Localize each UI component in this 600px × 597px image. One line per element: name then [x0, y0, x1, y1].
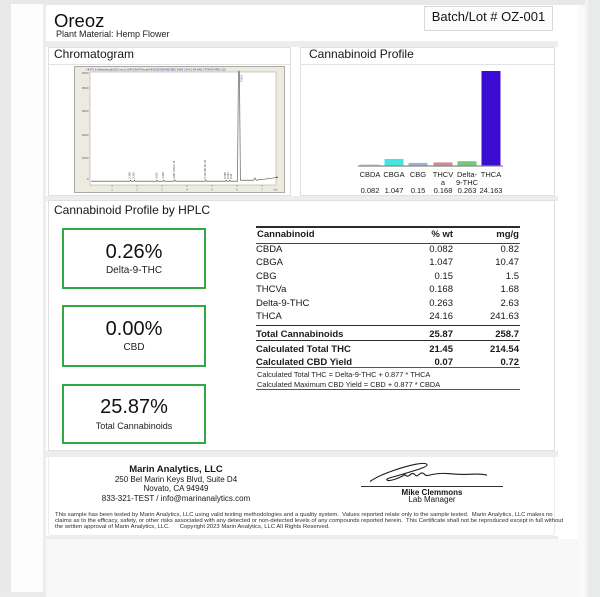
- svg-text:HHT1.b Wavelength220.nm.(c:\H: HHT1.b Wavelength220.nm.(c:\HP1\DATA\mar…: [86, 68, 225, 72]
- svg-text:THCA: THCA: [481, 170, 501, 179]
- svg-text:1000: 1000: [82, 156, 89, 160]
- svg-text:24.163: 24.163: [480, 186, 503, 195]
- svg-text:6.088: 6.088: [223, 172, 227, 179]
- svg-text:0.15: 0.15: [411, 186, 426, 195]
- svg-text:1: 1: [111, 188, 113, 192]
- svg-text:7: 7: [261, 188, 263, 192]
- svg-text:2: 2: [136, 188, 138, 192]
- svg-text:4: 4: [186, 188, 188, 192]
- svg-text:4000: 4000: [82, 71, 89, 75]
- svg-text:3.021: 3.021: [154, 172, 158, 179]
- svg-text:5.119 d9THC 26: 5.119 d9THC 26: [203, 159, 207, 178]
- svg-text:0.263: 0.263: [458, 186, 477, 195]
- svg-text:6: 6: [236, 188, 238, 192]
- svg-text:9-THC: 9-THC: [456, 178, 479, 187]
- svg-text:THCV: THCV: [433, 170, 453, 179]
- svg-text:THCA: THCA: [239, 75, 243, 82]
- svg-text:3: 3: [161, 188, 163, 192]
- svg-text:3000: 3000: [82, 109, 89, 113]
- svg-text:2000: 2000: [82, 133, 89, 137]
- svg-text:6.39: 6.39: [229, 173, 233, 179]
- svg-text:3.887 CBGA 78: 3.887 CBGA 78: [172, 160, 176, 179]
- svg-text:3.348: 3.348: [161, 172, 165, 179]
- svg-text:6.233: 6.233: [226, 172, 230, 179]
- svg-text:min: min: [273, 188, 278, 192]
- svg-text:CBDA: CBDA: [360, 170, 381, 179]
- svg-text:3500: 3500: [82, 86, 89, 90]
- svg-text:0.168: 0.168: [434, 186, 453, 195]
- svg-text:2.333: 2.333: [132, 172, 136, 179]
- svg-text:2.148: 2.148: [128, 172, 132, 179]
- svg-text:1.047: 1.047: [385, 186, 404, 195]
- svg-text:CBG: CBG: [410, 170, 426, 179]
- svg-text:CBGA: CBGA: [383, 170, 404, 179]
- svg-text:0: 0: [87, 177, 89, 181]
- svg-text:5: 5: [211, 188, 213, 192]
- svg-text:a: a: [441, 178, 446, 187]
- svg-text:0.082: 0.082: [361, 186, 380, 195]
- svg-text:Delta-: Delta-: [457, 170, 478, 179]
